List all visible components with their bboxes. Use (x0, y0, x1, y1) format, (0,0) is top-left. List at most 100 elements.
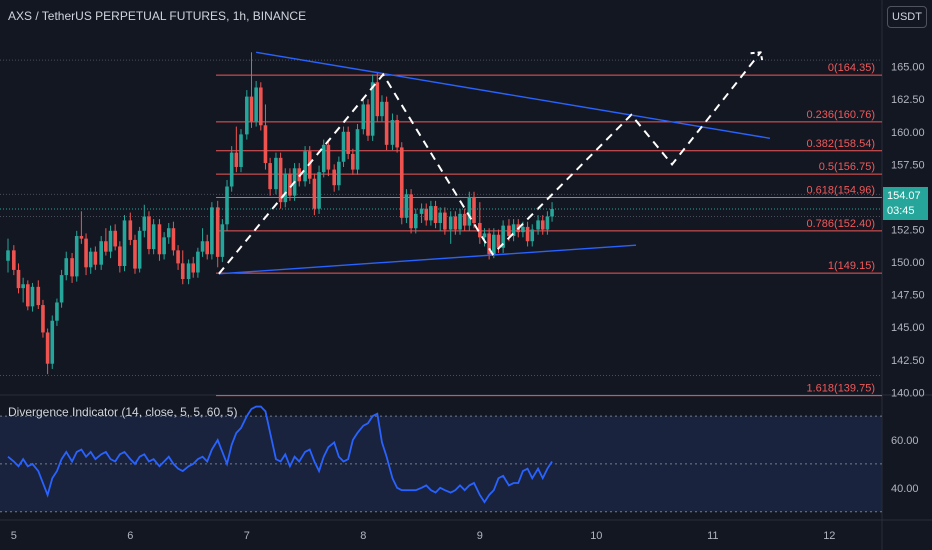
candle-body (429, 206, 433, 221)
candle-body (370, 82, 375, 136)
candle-body (74, 236, 79, 277)
candle-body (321, 144, 326, 173)
candle-body (205, 241, 210, 255)
candle-body (399, 147, 404, 218)
candle-body (462, 213, 467, 226)
candle-body (326, 144, 331, 170)
candle-body (180, 263, 185, 280)
candle-body (229, 152, 234, 187)
candle-body (332, 169, 336, 186)
candle-body (448, 216, 453, 230)
candle-body (395, 120, 399, 148)
osc-line (7, 405, 553, 504)
time-tick-label: 9 (477, 530, 483, 542)
candle-body (433, 206, 438, 223)
fib-label: 0(164.35) (828, 62, 875, 74)
candle-body (186, 263, 191, 280)
candle-body (225, 186, 229, 225)
candle-body (50, 320, 55, 364)
candle-body (467, 196, 472, 226)
price-tick-label: 150.00 (891, 257, 925, 269)
candle-body (220, 224, 225, 257)
candle-body (478, 222, 482, 238)
last-price-value: 154.07 (887, 190, 921, 202)
candle-body (511, 224, 516, 237)
time-tick-label: 11 (707, 530, 718, 542)
candle-body (312, 178, 317, 209)
candle-body (380, 101, 384, 117)
fib-label: 0.382(158.54) (807, 138, 876, 150)
candle-body (142, 216, 147, 231)
candle-body (162, 237, 166, 255)
time-tick-label: 12 (823, 530, 835, 542)
candle-body (536, 220, 540, 230)
candle-body (274, 157, 278, 190)
candle-body (438, 212, 443, 223)
candle-body (453, 216, 458, 230)
candle-body (133, 239, 137, 269)
candle-body (366, 104, 370, 136)
candle-body (70, 258, 74, 277)
candle-body (492, 234, 496, 255)
candle-body (191, 263, 196, 273)
bar-countdown: 03:45 (887, 205, 915, 217)
candle-body (55, 302, 59, 321)
candle-body (409, 194, 413, 229)
candle-body (530, 229, 535, 242)
candle-body (443, 212, 447, 230)
price-tick-label: 162.50 (891, 94, 925, 106)
candle-body (12, 250, 16, 270)
candle-body (278, 157, 283, 203)
candle-body (472, 196, 476, 223)
candle-body (93, 251, 98, 265)
candle-body (384, 101, 389, 145)
candle-body (317, 172, 321, 209)
candle-body (404, 194, 409, 218)
price-tick-label: 157.50 (891, 159, 925, 171)
candle-body (200, 241, 205, 252)
candle-body (419, 208, 424, 214)
candle-body (30, 286, 35, 307)
candle-body (268, 163, 272, 190)
candle-body (79, 236, 84, 239)
fib-label: 0.618(154.96) (807, 184, 876, 196)
currency-button[interactable]: USDT (887, 6, 927, 28)
candle-body (157, 224, 162, 255)
projection-path (218, 51, 762, 275)
price-tick-label: 152.50 (891, 225, 925, 237)
candle-body (234, 152, 239, 167)
candle-body (113, 230, 117, 247)
candle-body (88, 251, 93, 268)
candle-body (99, 241, 103, 265)
candle-body (355, 129, 360, 170)
time-tick-label: 7 (244, 530, 250, 542)
candle-body (84, 238, 88, 268)
fib-label: 1.618(139.75) (807, 383, 876, 395)
candle-body (147, 216, 151, 250)
price-tick-label: 140.00 (891, 387, 925, 399)
candle-body (259, 87, 263, 126)
symbol-title: AXS / TetherUS PERPETUAL FUTURES, 1h, BI… (8, 9, 307, 23)
price-tick-label: 145.00 (891, 322, 925, 334)
candle-body (249, 96, 254, 122)
time-tick-label: 8 (360, 530, 366, 542)
time-tick-label: 5 (11, 530, 17, 542)
candle-body (21, 284, 25, 289)
trendline-lower (218, 244, 636, 275)
indicator-title: Divergence Indicator (14, close, 5, 5, 6… (8, 405, 238, 419)
candle-body (337, 161, 341, 186)
candle-body (545, 216, 550, 230)
candle-body (176, 250, 180, 264)
candle-body (6, 250, 10, 261)
candle-body (122, 220, 127, 266)
candle-body (361, 104, 366, 130)
candle-body (341, 131, 346, 162)
candle-body (104, 241, 108, 252)
fib-label: 1(149.15) (828, 260, 875, 272)
projection-arrowhead (750, 51, 764, 63)
osc-tick-label: 60.00 (891, 435, 919, 447)
candle-body (137, 230, 142, 269)
candle-body (550, 209, 554, 217)
